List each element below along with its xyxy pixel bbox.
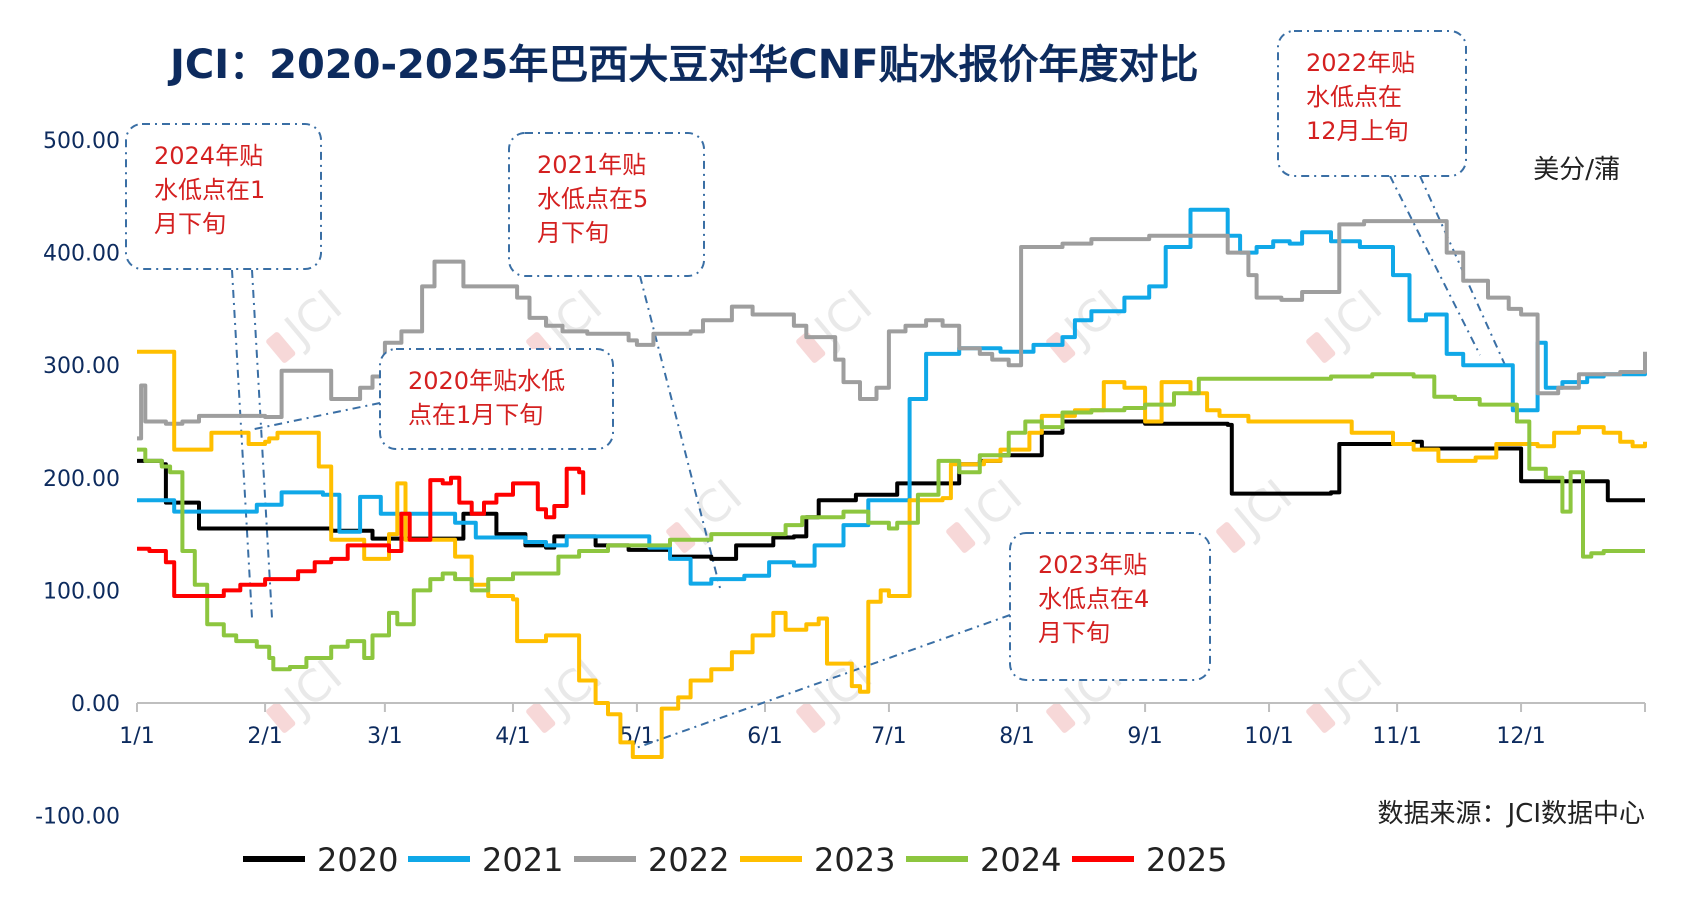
series-line-2024 <box>137 372 1645 672</box>
y-tick-label: 0.00 <box>71 692 120 717</box>
annotation-box <box>508 132 705 277</box>
watermark: JCI <box>1216 470 1302 553</box>
series-line-2021 <box>137 207 1647 586</box>
annotation-text: 2022年贴 <box>1306 49 1415 77</box>
legend-label-2020: 2020 <box>317 841 398 879</box>
annotation-text: 2024年贴 <box>154 142 263 170</box>
series-line-2023 <box>137 349 1647 759</box>
source-note: 数据来源：JCI数据中心 <box>1378 799 1646 829</box>
annotation-connector <box>635 614 1011 749</box>
y-tick-label: 400.00 <box>43 242 120 267</box>
x-tick-label: 10/1 <box>1244 724 1293 749</box>
series-layer <box>137 207 1647 759</box>
annotation-text: 水低点在 <box>1306 83 1402 111</box>
legend-label-2021: 2021 <box>482 841 563 879</box>
watermark: JCI <box>266 280 352 363</box>
annotation-text: 水低点在4 <box>1038 585 1149 613</box>
annotation-box <box>125 123 322 270</box>
annotation-box <box>1009 532 1211 681</box>
series-line-2025 <box>137 466 586 598</box>
x-tick-label: 3/1 <box>367 724 402 749</box>
x-tick-label: 9/1 <box>1127 724 1162 749</box>
chart-title: JCI：2020-2025年巴西大豆对华CNF贴水报价年度对比 <box>167 42 1199 88</box>
x-tick-label: 6/1 <box>747 724 782 749</box>
unit-label: 美分/蒲 <box>1533 155 1620 185</box>
y-axis: 500.00 400.00 300.00 200.00 100.00 0.00 -100.0… <box>35 129 120 830</box>
x-tick-label: 1/1 <box>119 724 154 749</box>
annotation-box <box>379 348 614 450</box>
y-tick-label: -100.00 <box>35 805 120 830</box>
watermark: JCI <box>526 650 612 733</box>
series-line-2020 <box>137 419 1645 561</box>
series-line-2022 <box>137 219 1647 441</box>
annotation-text: 月下旬 <box>154 210 226 238</box>
annotation-text: 2020年贴水低 <box>408 367 565 395</box>
x-tick-label: 2/1 <box>247 724 282 749</box>
annotation-text: 月下旬 <box>537 219 609 247</box>
y-tick-label: 300.00 <box>43 354 120 379</box>
annotation-text: 水低点在1 <box>154 176 265 204</box>
x-tick-label: 8/1 <box>999 724 1034 749</box>
y-tick-label: 500.00 <box>43 129 120 154</box>
annotation-connector <box>1389 175 1481 356</box>
legend-label-2023: 2023 <box>814 841 895 879</box>
legend-label-2025: 2025 <box>1146 841 1227 879</box>
x-axis: 1/1 2/1 3/1 4/1 5/1 6/1 7/1 8/1 9/1 10/1 11/1 12/1 <box>119 702 1646 749</box>
watermark: JCI <box>1046 280 1132 363</box>
y-tick-label: 100.00 <box>43 579 120 604</box>
annotation-text: 2023年贴 <box>1038 551 1147 579</box>
annotation-text: 2021年贴 <box>537 151 646 179</box>
annotation-connector <box>249 402 381 431</box>
annotation-connector <box>639 275 721 589</box>
annotation-text: 水低点在5 <box>537 185 648 213</box>
x-tick-label: 5/1 <box>619 724 654 749</box>
x-tick-label: 11/1 <box>1372 724 1421 749</box>
y-tick-label: 200.00 <box>43 467 120 492</box>
legend-label-2022: 2022 <box>648 841 729 879</box>
legend-label-2024: 2024 <box>980 841 1061 879</box>
x-tick-label: 4/1 <box>495 724 530 749</box>
annotation-text: 点在1月下旬 <box>408 401 543 429</box>
annotation-box <box>1277 30 1467 177</box>
annotation-text: 12月上旬 <box>1306 117 1409 145</box>
annotation-connector <box>231 269 253 619</box>
x-tick-label: 7/1 <box>871 724 906 749</box>
legend: 2020 2021 2022 2023 2024 2025 <box>243 841 1227 879</box>
x-tick-label: 12/1 <box>1496 724 1545 749</box>
annotation-text: 月下旬 <box>1038 619 1110 647</box>
